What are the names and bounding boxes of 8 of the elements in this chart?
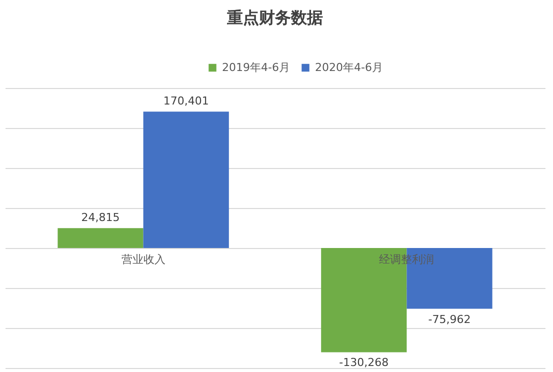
chart-title: 重点财务数据 xyxy=(226,8,323,27)
data-label: 170,401 xyxy=(163,94,209,108)
data-label: 24,815 xyxy=(81,211,120,224)
data-label: -75,962 xyxy=(428,312,471,326)
legend-label: 2019年4-6月 xyxy=(222,60,290,74)
data-label: -130,268 xyxy=(339,356,389,370)
legend-label: 2020年4-6月 xyxy=(315,60,383,74)
x-tick-label: 营业收入 xyxy=(121,253,166,266)
